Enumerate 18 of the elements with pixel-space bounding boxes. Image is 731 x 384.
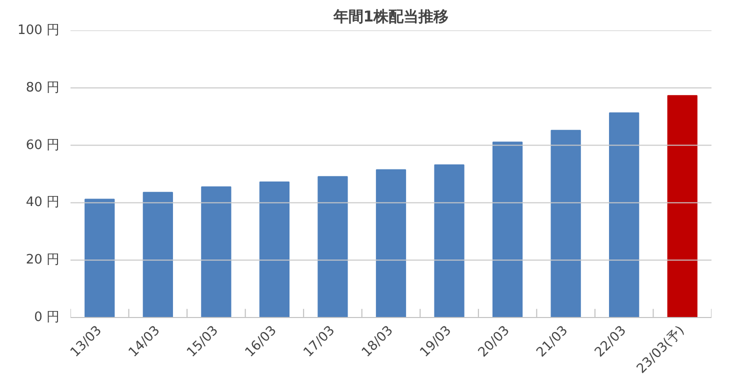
bar (609, 112, 640, 318)
bar (376, 169, 406, 318)
y-tick-label: 40 円 (26, 195, 60, 210)
bar (492, 142, 523, 318)
bar (434, 164, 464, 318)
bar (84, 198, 115, 318)
bar (550, 130, 581, 318)
chart-title: 年間1株配当推移 (332, 8, 449, 26)
bar (201, 186, 232, 318)
bar (667, 95, 698, 318)
y-tick-label: 100 円 (18, 23, 60, 38)
y-tick-label: 60 円 (26, 138, 60, 153)
bar (142, 192, 173, 318)
bar (318, 176, 348, 318)
y-tick-label: 80 円 (26, 80, 60, 96)
y-tick-label: 0 円 (34, 310, 60, 325)
bar (259, 182, 290, 318)
y-tick-label: 20 円 (26, 252, 60, 268)
